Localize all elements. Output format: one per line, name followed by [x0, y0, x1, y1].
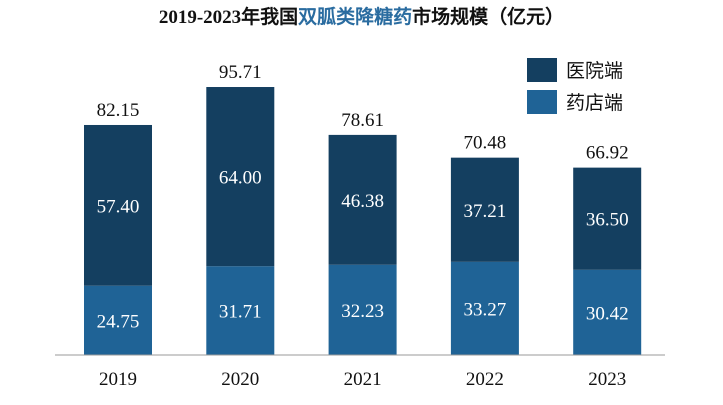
bar-value-label: 30.42: [586, 303, 629, 324]
legend-label: 医院端: [566, 60, 623, 82]
x-tick-label: 2021: [344, 369, 382, 390]
bar-value-label: 32.23: [341, 301, 384, 322]
bar-value-label: 31.71: [219, 302, 262, 323]
bar-hospital: [84, 124, 152, 286]
bar-hospital: [573, 167, 642, 270]
bar-pharmacy: [450, 261, 519, 355]
bar-pharmacy: [84, 285, 152, 355]
bar-value-label: 37.21: [464, 201, 507, 222]
total-label: 66.92: [586, 143, 629, 164]
bar-pharmacy: [573, 269, 642, 355]
total-label: 82.15: [97, 100, 140, 121]
bar-value-label: 36.50: [586, 210, 629, 231]
bar-pharmacy: [328, 264, 397, 355]
x-tick-label: 2023: [588, 369, 626, 390]
total-label: 95.71: [219, 62, 262, 83]
x-tick-label: 2022: [466, 369, 504, 390]
total-label: 70.48: [464, 133, 507, 154]
chart-title: 2019-2023年我国双胍类降糖药市场规模（亿元）: [158, 7, 565, 28]
legend-swatch: [527, 90, 557, 114]
bar-value-label: 24.75: [97, 311, 140, 332]
bar-hospital: [450, 157, 519, 262]
bar-value-label: 33.27: [464, 299, 507, 320]
bar-value-label: 46.38: [341, 191, 384, 212]
bar-value-label: 64.00: [219, 168, 262, 189]
bar-hospital: [206, 87, 275, 267]
total-label: 78.61: [341, 110, 384, 131]
bar-pharmacy: [206, 266, 275, 355]
bar-value-label: 57.40: [97, 196, 140, 217]
legend-swatch: [527, 58, 557, 82]
x-tick-label: 2019: [99, 369, 137, 390]
bar-hospital: [328, 134, 397, 265]
legend-label: 药店端: [566, 92, 623, 114]
x-tick-label: 2020: [221, 369, 259, 390]
